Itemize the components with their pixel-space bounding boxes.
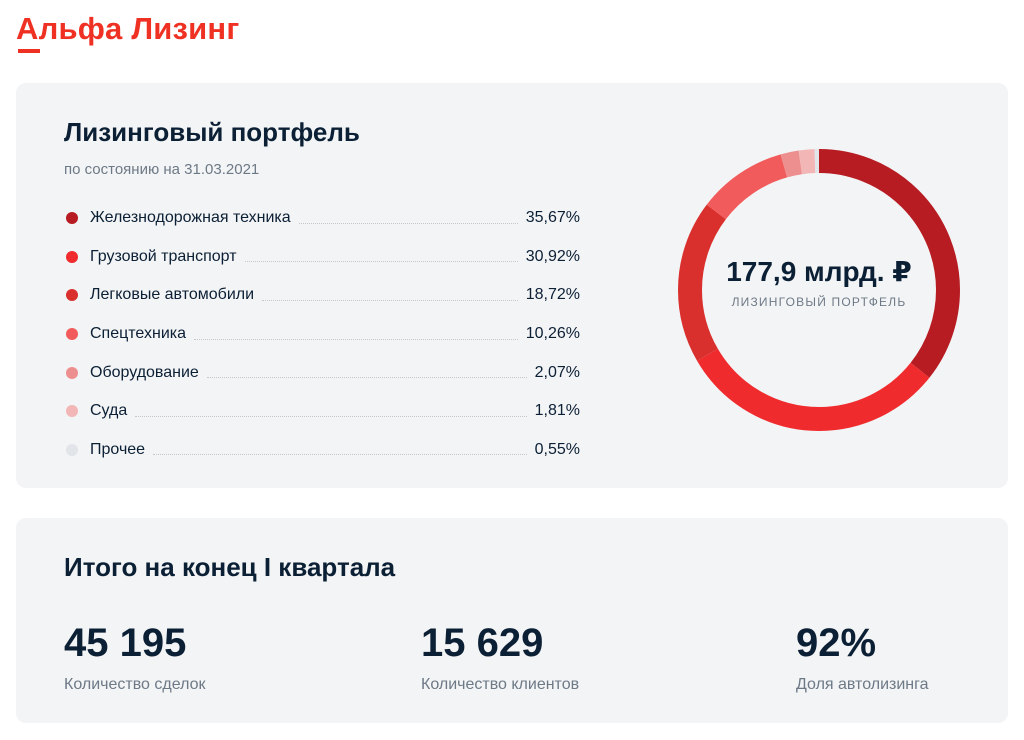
legend-item: Оборудование 2,07% xyxy=(66,353,580,392)
legend-item: Суда 1,81% xyxy=(66,392,580,431)
legend-value: 1,81% xyxy=(534,402,580,420)
legend-value: 35,67% xyxy=(525,209,580,227)
stat-label: Количество клиентов xyxy=(421,676,580,693)
brand-logo[interactable]: Альфа Лизинг xyxy=(16,10,240,53)
donut-segment xyxy=(678,149,960,431)
dotted-leader xyxy=(262,299,518,301)
legend-value: 10,26% xyxy=(525,325,580,343)
dotted-leader xyxy=(244,261,518,263)
portfolio-title: Лизинговый портфель xyxy=(64,117,360,147)
brand-name: Альфа Лизинг xyxy=(16,11,240,46)
portfolio-legend: Железнодорожная техника 35,67% Грузовой тр… xyxy=(66,199,580,469)
legend-item: Прочее 0,55% xyxy=(66,431,580,470)
dotted-leader xyxy=(153,454,527,456)
portfolio-date: по состоянию на 31.03.2021 xyxy=(64,161,260,178)
portfolio-card: Лизинговый портфель по состоянию на 31.0… xyxy=(16,83,1008,488)
dotted-leader xyxy=(135,415,527,417)
dotted-leader xyxy=(298,222,518,224)
legend-color-dot xyxy=(66,289,78,302)
dotted-leader xyxy=(206,377,527,379)
stat-deals: 45 195 Количество сделок xyxy=(64,620,205,694)
legend-value: 0,55% xyxy=(534,440,580,458)
legend-item: Спецтехника 10,26% xyxy=(66,315,580,354)
legend-item: Железнодорожная техника 35,67% xyxy=(66,199,580,238)
legend-color-dot xyxy=(66,212,78,225)
logo-underline xyxy=(18,49,40,53)
dotted-leader xyxy=(194,338,518,340)
legend-label: Прочее xyxy=(90,440,146,458)
legend-color-dot xyxy=(66,405,78,418)
legend-color-dot xyxy=(66,250,78,263)
legend-value: 18,72% xyxy=(525,286,580,304)
donut-center-label: ЛИЗИНГОВЫЙ ПОРТФЕЛЬ xyxy=(731,295,907,309)
legend-value: 2,07% xyxy=(534,363,580,381)
stat-value: 15 629 xyxy=(421,621,544,665)
legend-item: Легковые автомобили 18,72% xyxy=(66,276,580,315)
stat-label: Доля автолизинга xyxy=(796,676,929,693)
totals-title: Итого на конец I квартала xyxy=(64,552,396,582)
stat-value: 45 195 xyxy=(64,621,187,665)
legend-color-dot xyxy=(66,366,78,379)
legend-color-dot xyxy=(66,443,78,456)
donut-svg xyxy=(678,149,960,431)
donut-segment xyxy=(678,149,960,431)
legend-color-dot xyxy=(66,328,78,341)
stat-label: Количество сделок xyxy=(64,676,206,693)
legend-label: Железнодорожная техника xyxy=(90,209,291,227)
legend-label: Спецтехника xyxy=(90,325,186,343)
legend-value: 30,92% xyxy=(525,247,580,265)
stat-autoleasing-share: 92% Доля автолизинга xyxy=(796,620,929,694)
stat-clients: 15 629 Количество клиентов xyxy=(421,620,579,694)
legend-item: Грузовой транспорт 30,92% xyxy=(66,238,580,277)
portfolio-donut-chart: 177,9 млрд. ₽ ЛИЗИНГОВЫЙ ПОРТФЕЛЬ xyxy=(674,145,964,435)
donut-center-value: 177,9 млрд. ₽ xyxy=(726,256,912,287)
totals-card: Итого на конец I квартала 45 195 Количес… xyxy=(16,518,1008,723)
legend-label: Суда xyxy=(90,402,128,420)
legend-label: Грузовой транспорт xyxy=(90,247,237,265)
legend-label: Оборудование xyxy=(90,363,199,381)
stat-value: 92% xyxy=(796,621,877,665)
legend-label: Легковые автомобили xyxy=(90,286,255,304)
donut-segment xyxy=(678,149,960,431)
